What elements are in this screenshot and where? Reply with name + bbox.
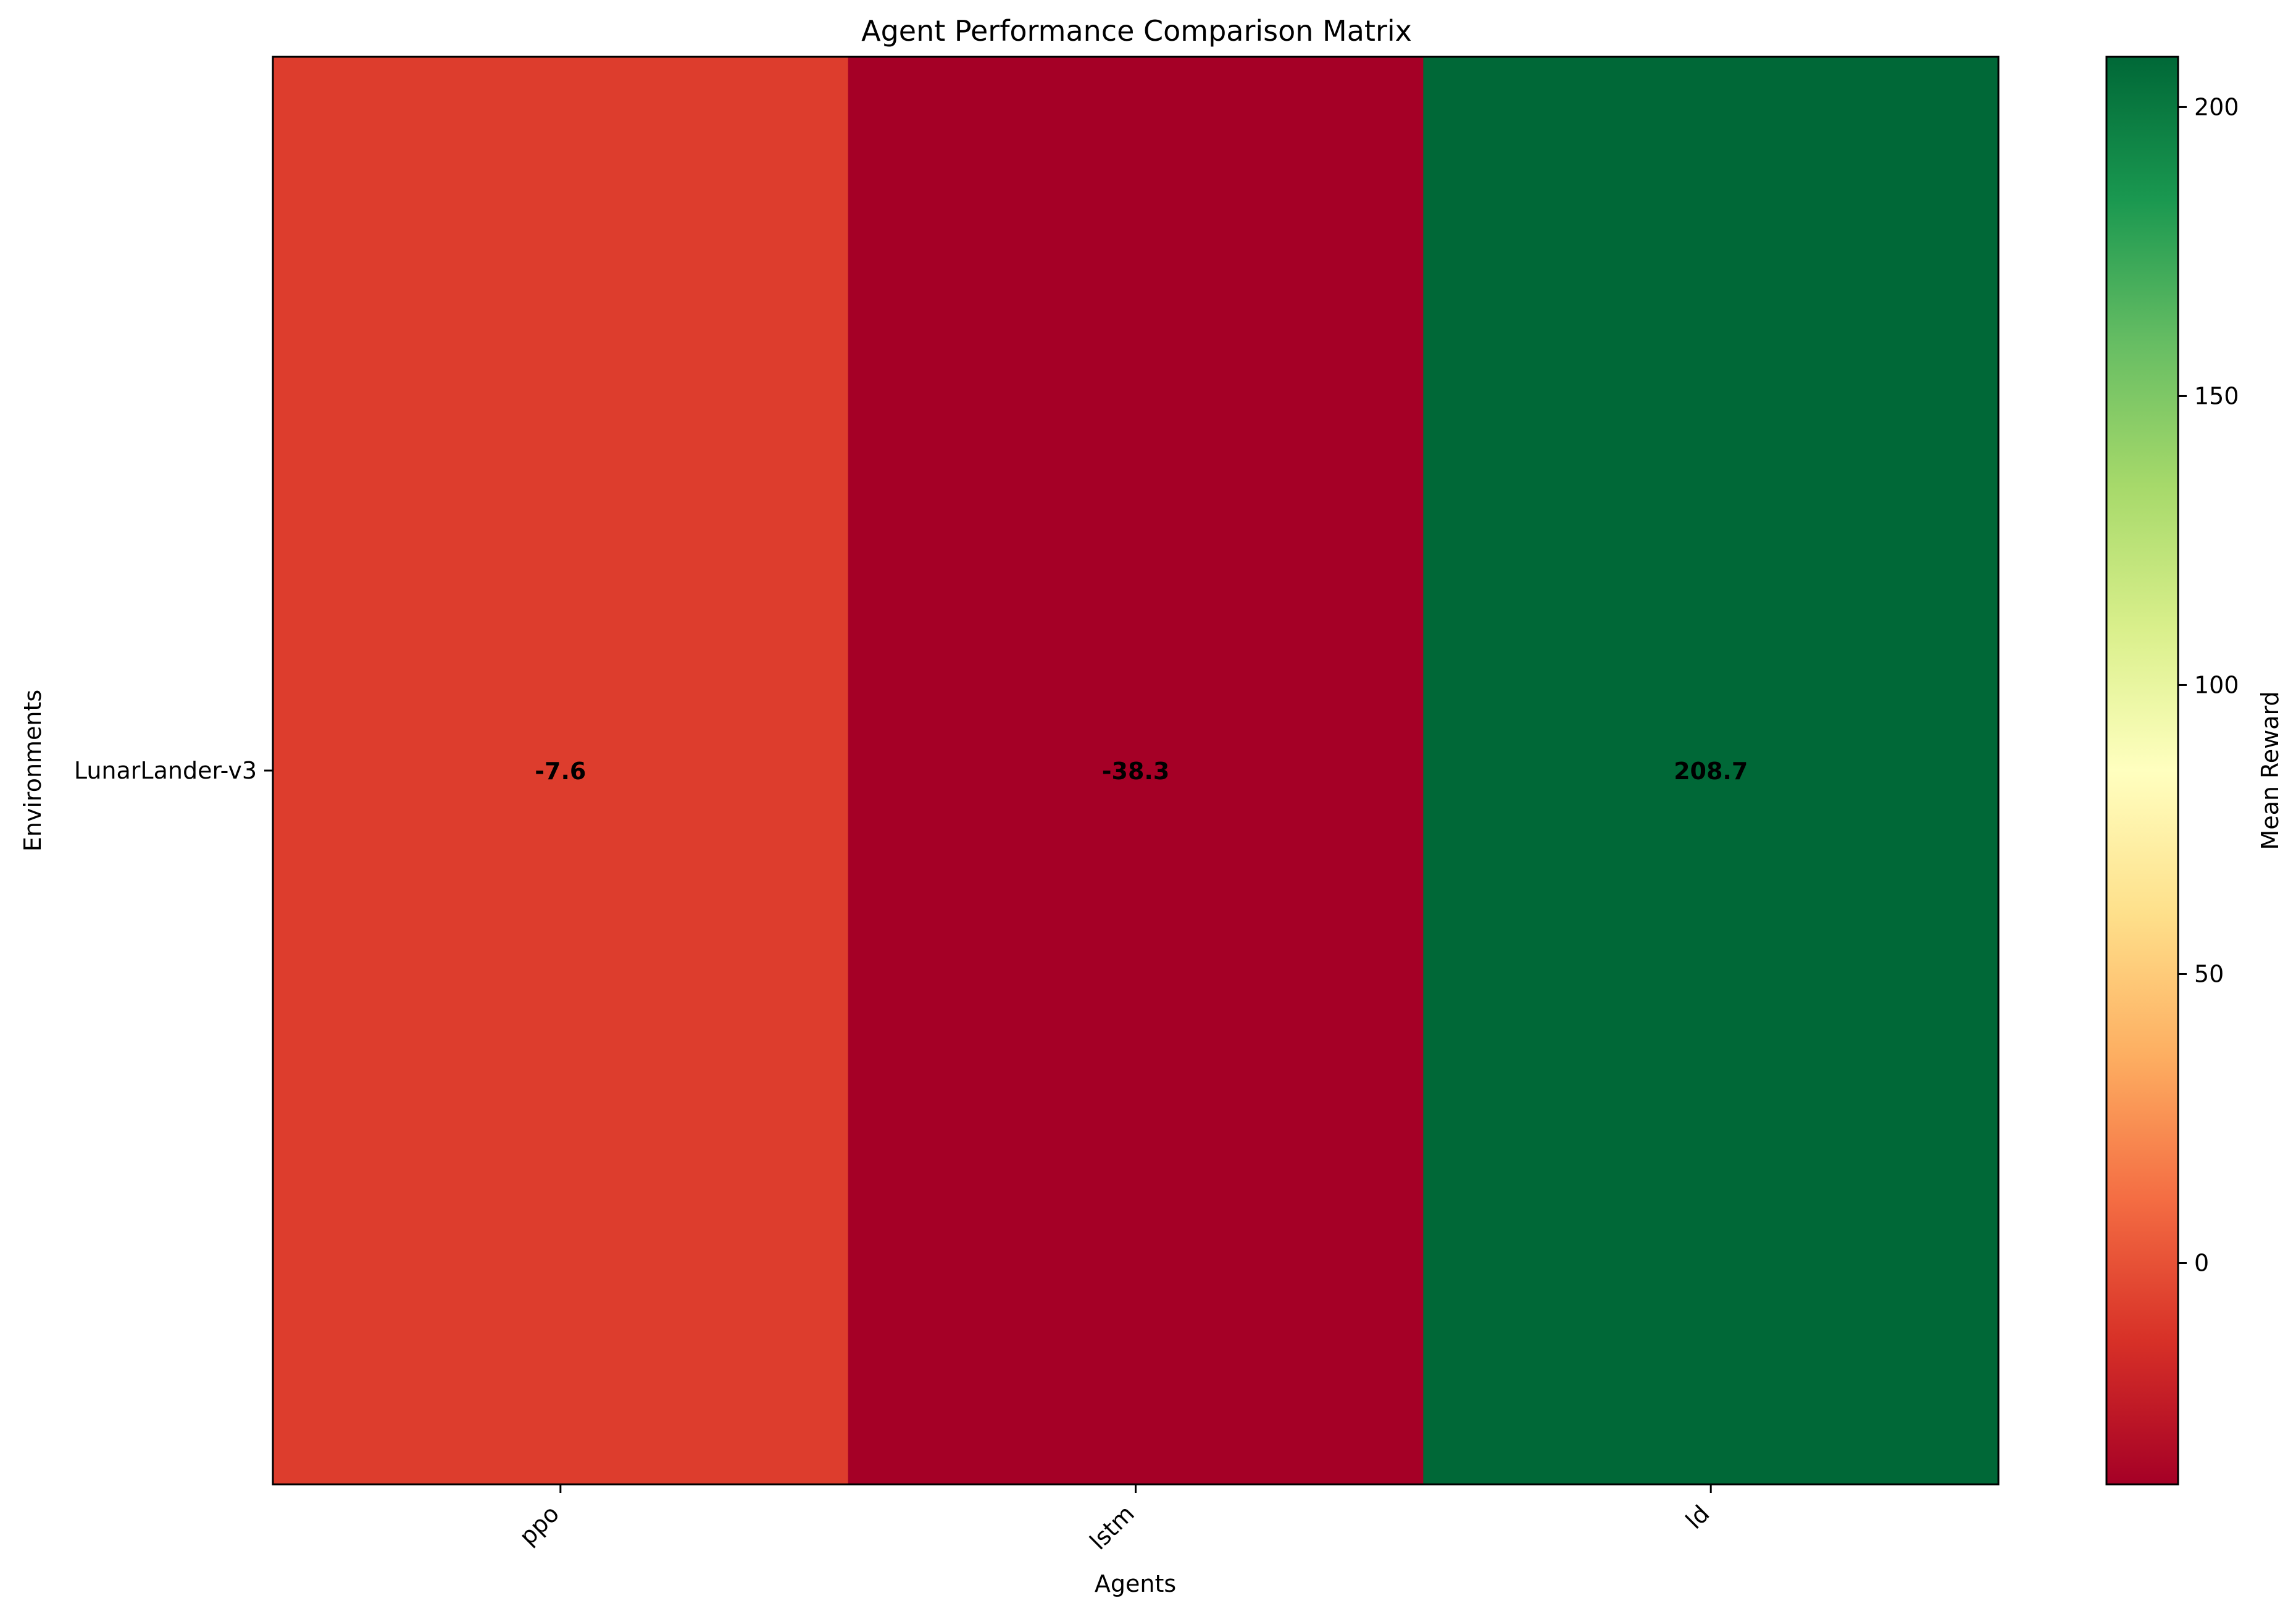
heatmap-cells xyxy=(273,57,1999,1484)
heatmap-cell-lstm xyxy=(848,57,1424,1484)
heatmap-cell-ld xyxy=(1423,57,1999,1484)
colorbar-tick-label: 200 xyxy=(2194,93,2239,120)
colorbar-tick-label: 150 xyxy=(2194,382,2239,409)
colorbar-ticks: 0 50 100 150 200 xyxy=(2178,93,2239,1276)
x-tick-label-lstm: lstm xyxy=(1085,1500,1140,1555)
colorbar xyxy=(2105,56,2179,1486)
cell-value-label: -7.6 xyxy=(535,758,586,785)
y-tick-label: LunarLander-v3 xyxy=(74,757,257,784)
x-tick-label-ld: ld xyxy=(1680,1500,1715,1534)
x-tick-label-ppo: ppo xyxy=(514,1500,565,1550)
x-axis-label: Agents xyxy=(1095,1570,1176,1597)
cell-value-label: 208.7 xyxy=(1674,758,1748,785)
chart-title: Agent Performance Comparison Matrix xyxy=(861,14,1412,48)
x-axis-ticks: ppo lstm ld xyxy=(514,1484,1715,1555)
y-axis-ticks: LunarLander-v3 xyxy=(74,757,273,784)
cell-value-label: -38.3 xyxy=(1102,758,1170,785)
colorbar-label: Mean Reward xyxy=(2256,691,2284,850)
heatmap-cell-labels: -7.6 -38.3 208.7 xyxy=(535,758,1748,785)
colorbar-tick-label: 0 xyxy=(2194,1249,2209,1276)
heatmap-cell-ppo xyxy=(273,57,849,1484)
colorbar-tick-label: 50 xyxy=(2194,960,2224,987)
y-axis-label: Environments xyxy=(19,690,46,851)
colorbar-tick-label: 100 xyxy=(2194,671,2239,698)
